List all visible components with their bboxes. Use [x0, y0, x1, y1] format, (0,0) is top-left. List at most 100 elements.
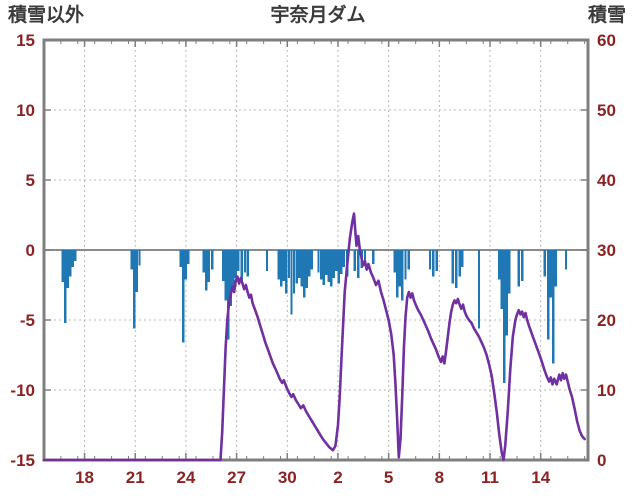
bar: [357, 250, 360, 278]
bar: [290, 250, 293, 315]
bar: [226, 250, 230, 340]
bar: [210, 250, 214, 270]
tick-label: -10: [10, 381, 35, 400]
bar: [372, 250, 375, 264]
bar: [458, 250, 461, 277]
tick-label: 21: [126, 468, 145, 487]
bar: [184, 250, 188, 280]
tick-label: 5: [384, 468, 393, 487]
bar: [330, 250, 333, 287]
bar: [74, 250, 77, 262]
bar: [224, 250, 227, 301]
tick-label: 8: [435, 468, 444, 487]
bar: [305, 250, 308, 288]
bar: [395, 250, 399, 298]
tick-label: 10: [16, 101, 35, 120]
bar: [310, 250, 313, 270]
bar: [393, 250, 396, 273]
bar: [337, 250, 341, 284]
bar: [232, 250, 235, 287]
tick-label: 24: [176, 468, 195, 487]
tick-marks: [44, 39, 588, 461]
tick-label: 40: [597, 171, 616, 190]
tick-label: 50: [597, 101, 616, 120]
bar: [292, 250, 296, 294]
tick-label: -15: [10, 451, 35, 470]
bar: [221, 250, 225, 281]
bar: [363, 250, 367, 263]
bar: [398, 250, 401, 287]
bar: [460, 250, 464, 267]
bar: [404, 250, 407, 280]
bar: [135, 250, 139, 292]
bar: [319, 250, 323, 280]
bar: [187, 250, 190, 264]
bar: [435, 250, 438, 271]
bar: [543, 250, 547, 277]
bar: [63, 250, 67, 323]
tick-label: 5: [26, 171, 35, 190]
bar: [547, 250, 550, 340]
bar: [300, 250, 303, 287]
bar: [407, 250, 411, 270]
bar: [282, 250, 286, 281]
bar: [322, 250, 325, 285]
bar: [517, 250, 520, 287]
bar: [66, 250, 69, 288]
bar: [285, 250, 288, 294]
bar: [71, 250, 74, 267]
bar: [564, 250, 568, 270]
bar: [243, 250, 247, 273]
bar: [61, 250, 64, 283]
bar: [520, 250, 524, 281]
bar: [265, 250, 269, 271]
bar: [277, 250, 281, 280]
bar: [130, 250, 134, 270]
bar: [240, 250, 243, 283]
bar: [138, 250, 141, 266]
bar: [353, 250, 357, 271]
tick-label: 14: [531, 468, 550, 487]
tick-label: 2: [333, 468, 342, 487]
tick-label: 10: [597, 381, 616, 400]
bar: [455, 250, 458, 288]
bar: [400, 250, 404, 301]
bar: [133, 250, 136, 329]
bar: [498, 250, 501, 280]
bar-series: [61, 250, 568, 383]
tick-label: 0: [597, 451, 606, 470]
chart-title: 宇奈月ダム: [270, 5, 366, 26]
bar: [234, 250, 237, 278]
bar: [554, 250, 558, 287]
tick-label: 15: [16, 31, 35, 50]
bar: [335, 250, 338, 271]
bar: [297, 250, 301, 278]
bar: [207, 250, 210, 283]
bar: [508, 250, 511, 294]
tick-label: 20: [597, 311, 616, 330]
bar: [246, 250, 249, 277]
bar: [428, 250, 432, 270]
bar: [280, 250, 283, 287]
bar: [179, 250, 183, 267]
tick-label: 60: [597, 31, 616, 50]
bar: [308, 250, 311, 277]
bar: [432, 250, 435, 277]
bar: [451, 250, 455, 284]
bar: [549, 250, 553, 298]
tick-label: 27: [227, 468, 246, 487]
bar: [182, 250, 185, 343]
bar: [342, 250, 346, 267]
tick-label: 18: [75, 468, 94, 487]
bar: [503, 250, 506, 383]
bar: [204, 250, 208, 291]
bar: [340, 250, 343, 274]
bar: [327, 250, 330, 283]
bar: [202, 250, 205, 273]
bar: [295, 250, 298, 284]
bar: [500, 250, 504, 309]
bar: [287, 250, 291, 278]
bar: [332, 250, 335, 278]
